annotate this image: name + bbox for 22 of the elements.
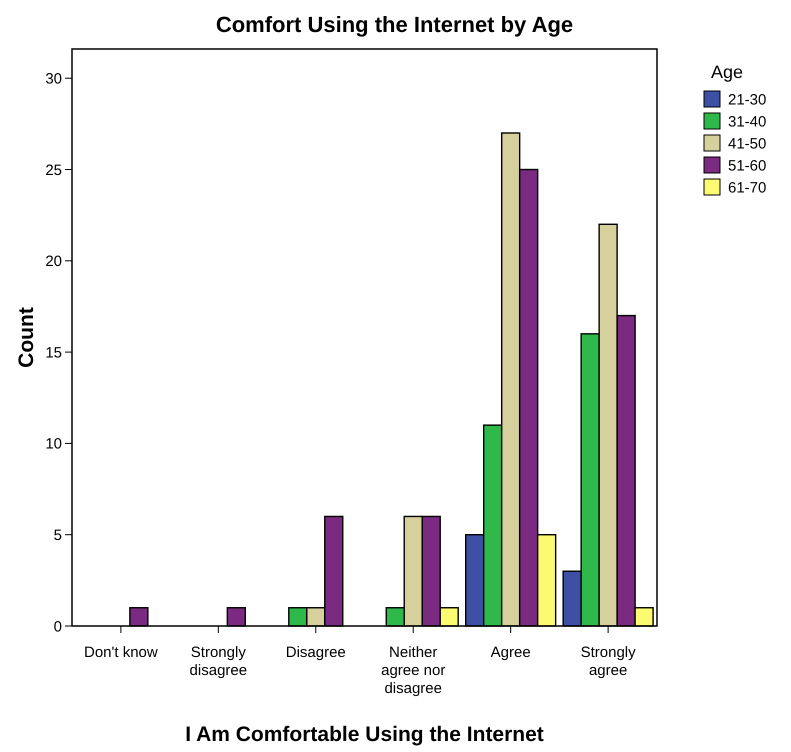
legend-label: 41-50: [728, 135, 766, 152]
y-axis-title: Count: [15, 307, 38, 368]
x-tick-label: Don't know: [84, 644, 158, 661]
x-tick-label: Neither agree nor disagree: [381, 644, 446, 697]
y-tick-label: 15: [45, 344, 62, 362]
x-tick-label: Agree: [490, 644, 531, 661]
legend-label: 21-30: [728, 91, 766, 108]
y-tick-label: 25: [45, 162, 62, 179]
y-tick-label: 10: [45, 436, 62, 453]
y-tick-label: 20: [45, 253, 62, 270]
x-tick-label: Disagree: [286, 644, 346, 661]
x-axis-title: I Am Comfortable Using the Internet: [185, 723, 544, 746]
y-tick-label: 30: [45, 70, 62, 88]
legend-title: Age: [710, 62, 744, 82]
y-tick-label: 0: [54, 618, 62, 636]
x-tick-label: Strongly disagree: [190, 644, 248, 679]
chart-title: Comfort Using the Internet by Age: [216, 12, 574, 37]
y-tick-label: 5: [54, 526, 62, 544]
x-tick-label: Strongly agree: [580, 644, 636, 679]
legend-label: 31-40: [728, 113, 766, 130]
legend-label: 61-70: [728, 179, 766, 196]
legend-label: 51-60: [728, 157, 766, 174]
